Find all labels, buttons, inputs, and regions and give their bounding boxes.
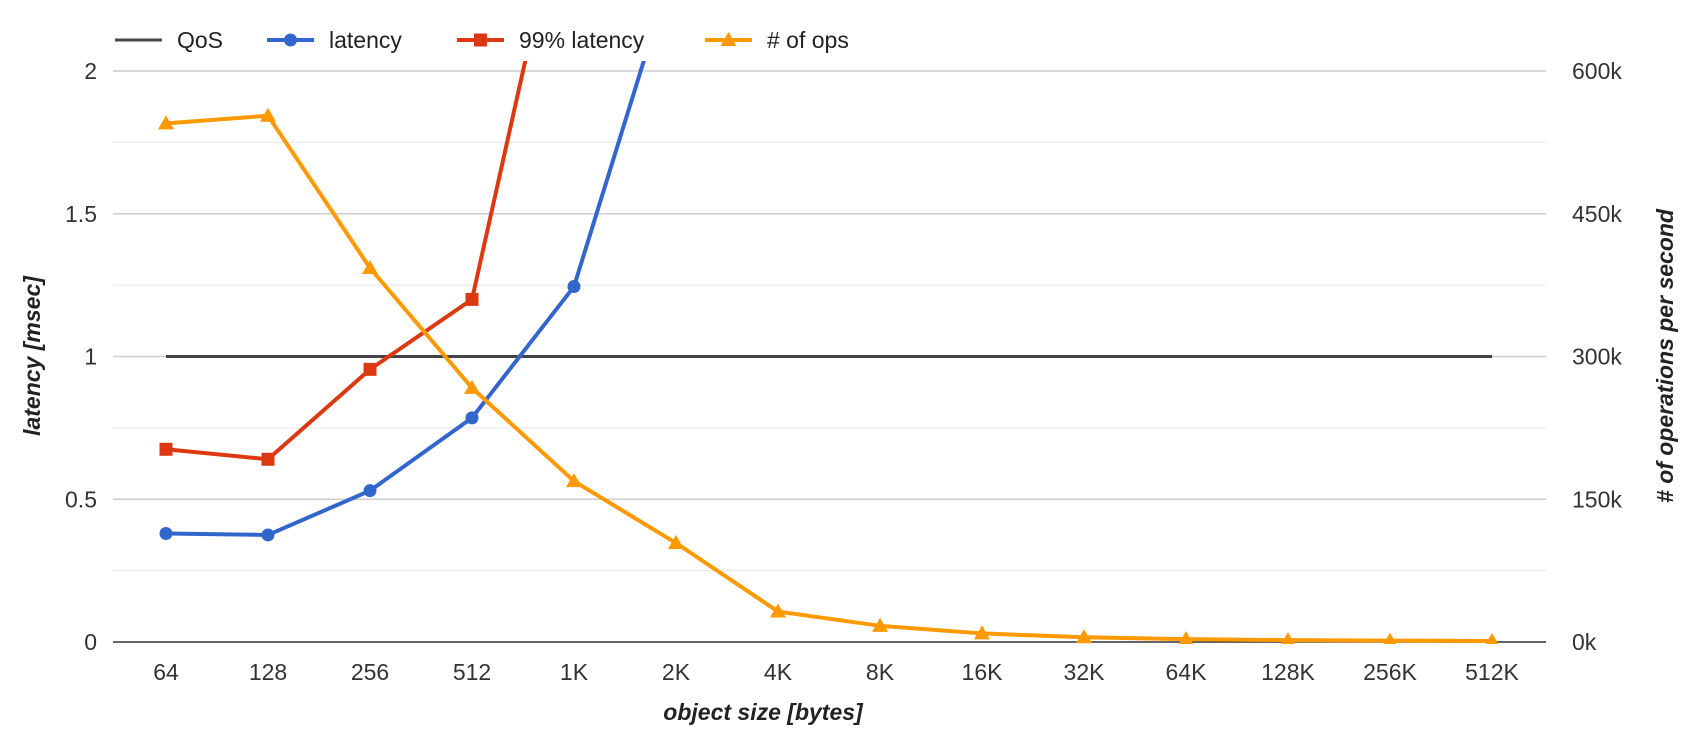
x-tick-label: 128K bbox=[1261, 659, 1315, 685]
x-tick-label: 16K bbox=[962, 659, 1004, 685]
data-point bbox=[1485, 633, 1499, 644]
x-tick-label: 1K bbox=[560, 659, 589, 685]
x-tick-label: 256 bbox=[351, 659, 389, 685]
x-tick-label: 128 bbox=[249, 659, 287, 685]
y-left-tick-label: 0 bbox=[84, 629, 97, 655]
tick-layer: 0 0.5 1 1.5 2 0k 150k 300k 450k 600k 64 128 256 512 1K… bbox=[65, 58, 1622, 685]
y-axis-right-title: # of operations per second bbox=[1652, 208, 1678, 503]
data-point bbox=[567, 280, 581, 294]
y-left-tick-label: 1.5 bbox=[65, 201, 97, 227]
x-tick-label: 512K bbox=[1465, 659, 1519, 685]
y-right-tick-label: 0k bbox=[1572, 629, 1597, 655]
legend-swatch-marker bbox=[720, 32, 737, 46]
y-left-tick-label: 0.5 bbox=[65, 486, 97, 512]
data-point bbox=[159, 442, 173, 456]
series-line bbox=[165, 113, 1493, 644]
data-point bbox=[1383, 632, 1397, 644]
legend-swatch-marker bbox=[284, 33, 297, 47]
y-left-tick-label: 2 bbox=[84, 58, 97, 84]
grid-layer bbox=[113, 70, 1546, 572]
legend-label: 99% latency bbox=[519, 27, 645, 53]
data-point bbox=[159, 527, 173, 541]
series-latency bbox=[159, 61, 646, 542]
data-point bbox=[770, 603, 786, 618]
data-point bbox=[464, 379, 480, 394]
data-point bbox=[363, 484, 377, 498]
data-point bbox=[1076, 629, 1092, 644]
y-right-tick-label: 600k bbox=[1572, 58, 1622, 84]
data-point bbox=[465, 411, 479, 425]
x-axis-title: object size [bytes] bbox=[663, 699, 864, 725]
legend-label: latency bbox=[329, 27, 402, 53]
y-right-tick-label: 150k bbox=[1572, 486, 1622, 512]
data-point bbox=[261, 452, 275, 466]
series-line bbox=[165, 61, 528, 462]
series--of-ops bbox=[158, 107, 1499, 644]
legend-label: # of ops bbox=[767, 27, 849, 53]
x-tick-label: 8K bbox=[866, 659, 895, 685]
x-tick-label: 64 bbox=[153, 659, 179, 685]
x-tick-label: 4K bbox=[764, 659, 793, 685]
x-tick-label: 32K bbox=[1064, 659, 1106, 685]
data-point bbox=[668, 535, 684, 550]
x-tick-label: 512 bbox=[453, 659, 491, 685]
y-right-tick-label: 450k bbox=[1572, 201, 1622, 227]
data-point bbox=[158, 115, 174, 130]
y-axis-left-title: latency [msec] bbox=[19, 275, 45, 436]
legend-label: QoS bbox=[177, 27, 223, 53]
series-layer bbox=[158, 61, 1499, 644]
data-point bbox=[566, 473, 582, 488]
data-point bbox=[1178, 631, 1194, 644]
data-point bbox=[1281, 632, 1295, 644]
data-point bbox=[872, 617, 888, 632]
x-tick-label: 256K bbox=[1363, 659, 1417, 685]
legend: QoS latency 99% latency # of ops bbox=[115, 27, 849, 53]
series-99-latency bbox=[159, 61, 528, 466]
legend-swatch-marker bbox=[474, 33, 487, 47]
series-line bbox=[165, 61, 646, 537]
x-tick-label: 64K bbox=[1166, 659, 1208, 685]
data-point bbox=[974, 625, 990, 640]
x-tick-label: 2K bbox=[662, 659, 691, 685]
data-point bbox=[465, 292, 479, 306]
data-point bbox=[362, 259, 378, 274]
y-right-tick-label: 300k bbox=[1572, 344, 1622, 370]
data-point bbox=[363, 362, 377, 376]
data-point bbox=[261, 528, 275, 542]
y-left-tick-label: 1 bbox=[84, 344, 97, 370]
data-point bbox=[260, 107, 276, 122]
